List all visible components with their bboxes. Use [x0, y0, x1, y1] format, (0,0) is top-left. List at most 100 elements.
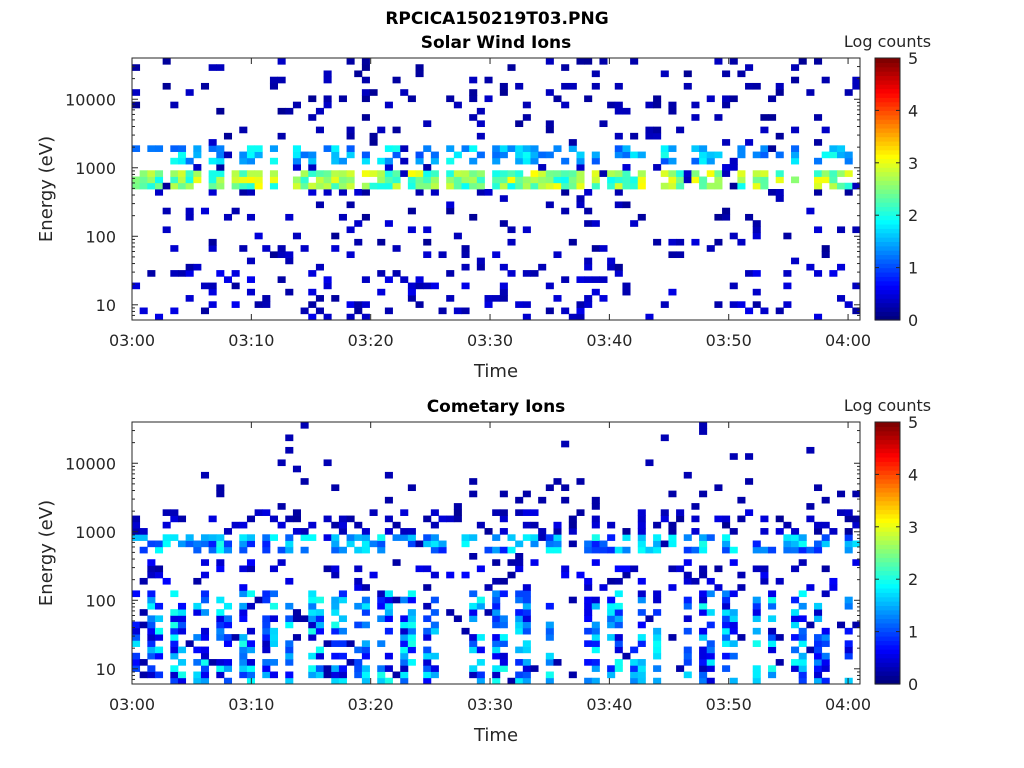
spectrogram-cell: [407, 615, 416, 623]
spectrogram-cell: [622, 176, 631, 184]
spectrogram-cell: [262, 640, 271, 647]
spectrogram-cell: [645, 132, 654, 140]
spectrogram-cell: [139, 621, 148, 629]
spectrogram-cell: [630, 677, 639, 685]
spectrogram-cell: [338, 665, 347, 672]
spectrogram-cell: [768, 646, 777, 654]
spectrogram-cell: [415, 170, 424, 177]
spectrogram-cell: [676, 251, 685, 259]
spectrogram-cell: [653, 665, 662, 672]
spectrogram-cell: [722, 640, 731, 647]
colorbar-segment: [875, 58, 900, 63]
spectrogram-cell: [637, 528, 646, 535]
spectrogram-cell: [384, 182, 393, 190]
spectrogram-cell: [415, 565, 424, 573]
spectrogram-cell: [369, 170, 378, 177]
spectrogram-cell: [775, 515, 784, 523]
spectrogram-cell: [285, 615, 294, 623]
spectrogram-cell: [729, 301, 738, 308]
spectrogram-cell: [407, 295, 416, 302]
colorbar-segment: [875, 452, 900, 458]
spectrogram-cell: [331, 546, 340, 554]
colorbar-segment: [875, 587, 900, 593]
colorbar-segment: [875, 574, 900, 580]
colorbar-segment: [875, 215, 900, 221]
spectrogram-cell: [591, 82, 600, 90]
spectrogram-cell: [461, 307, 470, 315]
spectrogram-cell: [622, 652, 631, 660]
spectrogram-cell: [331, 652, 340, 660]
spectrogram-cell: [752, 288, 761, 296]
spectrogram-cell: [262, 634, 271, 641]
spectrogram-cell: [246, 257, 256, 265]
spectrogram-cell: [591, 665, 600, 672]
spectrogram-cell: [208, 534, 217, 541]
spectrogram-cell: [400, 640, 409, 647]
spectrogram-cell: [223, 528, 233, 535]
spectrogram-cell: [177, 627, 187, 635]
spectrogram-cell: [622, 282, 631, 290]
spectrogram-cell: [254, 232, 263, 240]
spectrogram-cell: [821, 76, 830, 84]
spectrogram-cell: [476, 659, 485, 666]
spectrogram-cell: [254, 151, 263, 159]
spectrogram-cell: [132, 640, 141, 647]
spectrogram-cell: [499, 515, 508, 523]
colorbar-segment: [875, 298, 900, 304]
spectrogram-cell: [492, 176, 501, 184]
spectrogram-cell: [607, 602, 616, 610]
spectrogram-cell: [607, 176, 616, 184]
spectrogram-cell: [361, 584, 370, 591]
colorbar-segment: [875, 263, 900, 269]
spectrogram-cell: [729, 546, 738, 554]
spectrogram-cell: [722, 213, 731, 221]
spectrogram-cell: [622, 201, 631, 209]
spectrogram-cell: [507, 64, 516, 71]
spectrogram-cell: [561, 82, 570, 90]
spectrogram-cell: [384, 627, 393, 635]
colorbar-tick-label: 1: [908, 623, 918, 642]
spectrogram-cell: [392, 245, 401, 252]
spectrogram-cell: [285, 640, 294, 647]
spectrogram-cell: [193, 176, 202, 184]
spectrogram-cell: [384, 220, 393, 227]
spectrogram-cell: [791, 659, 800, 666]
spectrogram-cell: [637, 577, 646, 585]
spectrogram-cell: [469, 640, 478, 647]
spectrogram-cell: [806, 646, 815, 654]
colorbar-segment: [875, 149, 900, 155]
spectrogram-cell: [614, 565, 623, 573]
colorbar-segment: [875, 644, 900, 650]
spectrogram-cell: [538, 528, 547, 535]
spectrogram-cell: [722, 609, 731, 616]
spectrogram-cell: [837, 295, 846, 302]
spectrogram-cell: [331, 534, 340, 541]
spectrogram-cell: [568, 515, 577, 523]
spectrogram-cell: [676, 170, 685, 177]
spectrogram-cell: [154, 627, 164, 635]
spectrogram-cell: [668, 288, 677, 296]
spectrogram-cell: [760, 546, 769, 554]
spectrogram-cell: [653, 596, 662, 604]
spectrogram-cell: [438, 251, 447, 259]
spectrogram-cell: [323, 640, 332, 647]
spectrogram-cell: [132, 182, 141, 190]
spectrogram-cell: [269, 627, 278, 635]
spectrogram-cell: [576, 313, 585, 321]
colorbar-segment: [875, 649, 900, 655]
spectrogram-cell: [423, 515, 432, 523]
spectrogram-cell: [170, 245, 179, 252]
spectrogram-cell: [354, 534, 363, 541]
spectrogram-cell: [200, 596, 210, 604]
spectrogram-cell: [200, 534, 210, 541]
spectrogram-cell: [745, 307, 754, 315]
spectrogram-cell: [522, 301, 531, 308]
x-tick-label: 03:00: [109, 695, 155, 714]
spectrogram-cell: [246, 646, 256, 654]
spectrogram-cell: [691, 170, 700, 177]
spectrogram-cell: [476, 182, 485, 190]
spectrogram-cell: [676, 515, 685, 523]
spectrogram-cell: [246, 627, 256, 635]
colorbar-segment: [875, 461, 900, 467]
